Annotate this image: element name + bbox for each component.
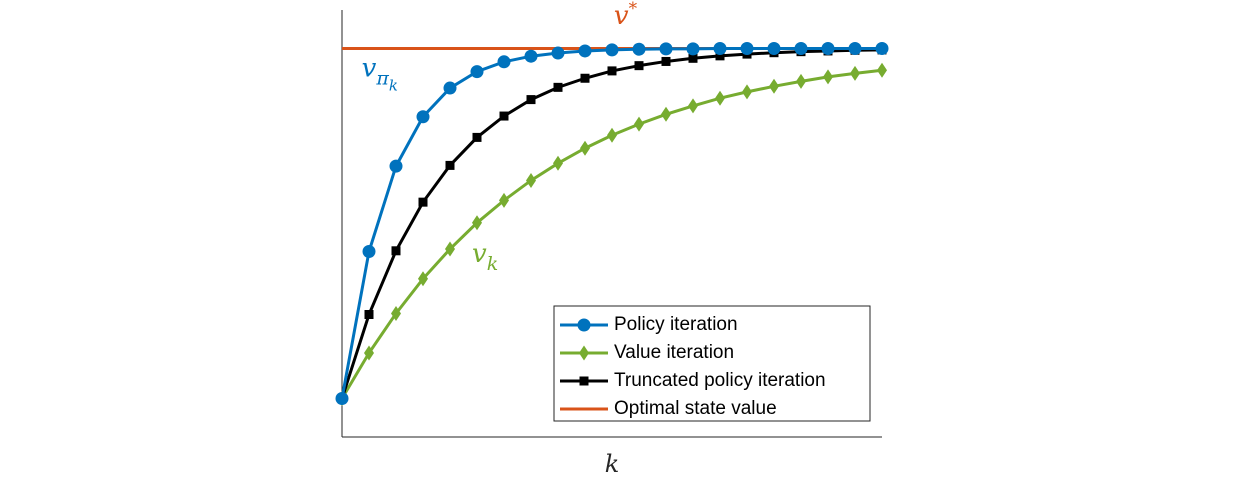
point xyxy=(848,42,862,55)
point xyxy=(445,241,455,257)
point xyxy=(418,197,428,207)
annotation: vπk xyxy=(362,54,398,95)
point xyxy=(472,215,482,231)
point xyxy=(740,42,754,55)
point xyxy=(713,42,727,55)
legend-text: Truncated policy iteration xyxy=(614,370,826,391)
legend-text: Value iteration xyxy=(614,342,734,363)
point xyxy=(794,42,808,55)
annotation-base: v xyxy=(472,239,487,269)
point xyxy=(391,246,401,256)
point xyxy=(579,345,589,361)
point xyxy=(364,345,374,361)
annotation-subsub: k xyxy=(389,77,398,95)
point xyxy=(497,55,511,69)
point xyxy=(472,132,482,142)
point xyxy=(767,42,781,55)
point xyxy=(580,73,590,83)
point xyxy=(769,78,779,94)
point xyxy=(445,160,455,170)
point xyxy=(634,116,644,132)
point xyxy=(688,98,698,114)
point xyxy=(551,46,565,60)
point xyxy=(661,56,671,66)
point xyxy=(850,65,860,81)
point xyxy=(742,84,752,100)
point xyxy=(335,392,349,405)
legend: Policy iteration Value iteration Truncated… xyxy=(553,305,871,422)
point xyxy=(796,73,806,89)
annotation-sub: k xyxy=(487,253,499,275)
point xyxy=(418,271,428,287)
annotation-base: v xyxy=(614,1,629,31)
point xyxy=(877,62,887,78)
point xyxy=(526,95,536,105)
point xyxy=(821,42,835,55)
point xyxy=(688,53,698,63)
point xyxy=(634,61,644,71)
annotation: vk xyxy=(472,239,498,275)
point xyxy=(579,376,589,386)
point xyxy=(553,82,563,92)
point xyxy=(632,42,646,56)
point xyxy=(715,51,725,61)
annotation-base: v xyxy=(362,54,377,84)
annotation: v* xyxy=(614,0,638,31)
point xyxy=(470,65,484,79)
point xyxy=(577,318,591,332)
point xyxy=(605,43,619,57)
point xyxy=(686,42,700,56)
legend-box xyxy=(553,305,871,422)
x-axis-label: k xyxy=(605,450,620,478)
point xyxy=(499,192,509,208)
point xyxy=(823,69,833,85)
point xyxy=(553,155,563,171)
point xyxy=(607,127,617,143)
point xyxy=(416,110,430,124)
point xyxy=(524,49,538,63)
point xyxy=(580,140,590,156)
point xyxy=(578,44,592,58)
point xyxy=(661,106,671,122)
legend-text: Optimal state value xyxy=(614,398,777,419)
point xyxy=(391,305,401,321)
legend-text: Policy iteration xyxy=(614,314,738,335)
point xyxy=(362,245,376,258)
point xyxy=(389,159,403,173)
point xyxy=(875,42,889,55)
point xyxy=(364,310,374,319)
point xyxy=(607,66,617,76)
annotation-sub: π xyxy=(375,68,389,90)
point xyxy=(659,42,673,56)
point xyxy=(715,90,725,106)
annotation-sup: * xyxy=(629,0,638,19)
point xyxy=(499,111,509,121)
point xyxy=(443,81,457,95)
point xyxy=(526,172,536,188)
